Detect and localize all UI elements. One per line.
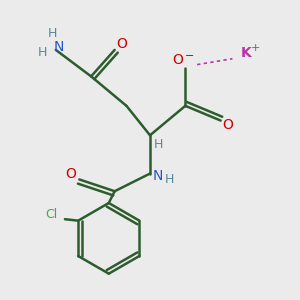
Text: K: K — [240, 46, 251, 60]
Text: H: H — [154, 138, 164, 151]
Text: Cl: Cl — [46, 208, 58, 221]
Text: N: N — [152, 169, 163, 184]
Text: H: H — [164, 173, 174, 186]
Text: N: N — [53, 40, 64, 54]
Text: O: O — [117, 37, 128, 51]
Text: O: O — [223, 118, 233, 132]
Text: H: H — [48, 27, 58, 40]
Text: +: + — [251, 44, 260, 53]
Text: H: H — [38, 46, 47, 59]
Text: −: − — [185, 51, 194, 61]
Text: O: O — [65, 167, 76, 181]
Text: O: O — [172, 53, 183, 67]
